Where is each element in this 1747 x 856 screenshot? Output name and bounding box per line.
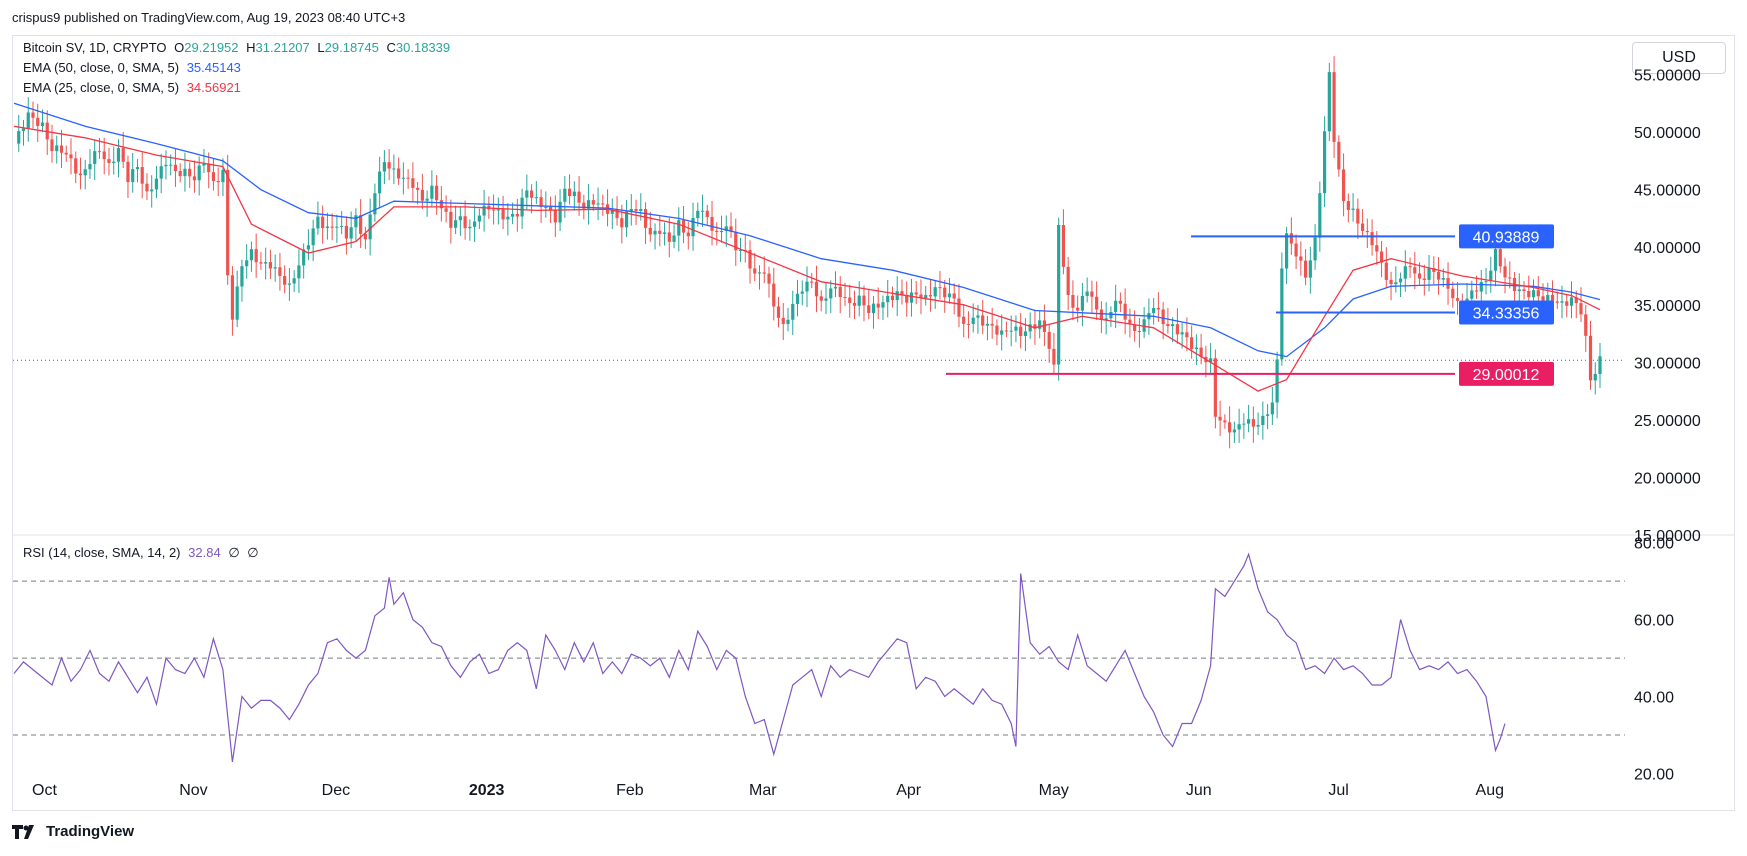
legend-rsi-row: RSI (14, close, SMA, 14, 2) 32.84 ∅ ∅ [23, 545, 259, 561]
tradingview-brand: TradingView [46, 823, 135, 840]
ohlc-high: 31.21207 [255, 40, 310, 55]
chart-frame [12, 35, 1735, 811]
ema25-value: 34.56921 [186, 80, 241, 95]
tradingview-logo-icon [12, 824, 34, 839]
rsi-extra-1: ∅ [228, 545, 240, 560]
currency-button[interactable]: USD [1632, 42, 1726, 74]
ema50-value: 35.45143 [186, 60, 241, 75]
publisher-line: crispus9 published on TradingView.com, A… [12, 10, 406, 25]
rsi-value: 32.84 [188, 545, 221, 560]
rsi-extra-2: ∅ [247, 545, 259, 560]
rsi-label[interactable]: RSI (14, close, SMA, 14, 2) [23, 545, 181, 560]
ema50-label[interactable]: EMA (50, close, 0, SMA, 5) [23, 60, 180, 75]
ohlc-close: 30.18339 [395, 40, 451, 55]
symbol-label[interactable]: Bitcoin SV, 1D, CRYPTO [23, 40, 167, 55]
ohlc-open-key: O [174, 40, 185, 55]
ohlc-low: 29.18745 [324, 40, 379, 55]
legend-ema25-row: EMA (25, close, 0, SMA, 5) 34.56921 [23, 80, 241, 95]
ohlc-open: 29.21952 [184, 40, 239, 55]
tradingview-footer[interactable]: TradingView [12, 823, 134, 840]
ohlc-high-key: H [246, 40, 256, 55]
legend-symbol-row: Bitcoin SV, 1D, CRYPTO O29.21952 H31.212… [23, 40, 450, 55]
ema25-label[interactable]: EMA (25, close, 0, SMA, 5) [23, 80, 180, 95]
ohlc-close-key: C [386, 40, 396, 55]
ohlc-low-key: L [317, 40, 325, 55]
legend-ema50-row: EMA (50, close, 0, SMA, 5) 35.45143 [23, 60, 241, 75]
